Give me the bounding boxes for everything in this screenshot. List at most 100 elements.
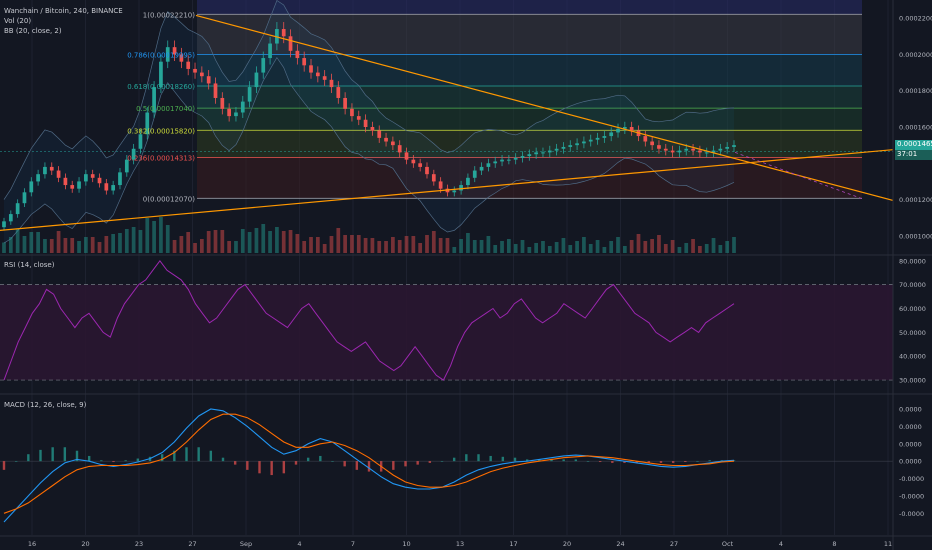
volume-bar [391, 237, 395, 253]
time-axis-label: Sep [240, 540, 252, 548]
bollinger-legend[interactable]: BB (20, close, 2) [4, 27, 62, 35]
macd-histogram-bar [100, 460, 103, 462]
projection-line [734, 152, 863, 200]
volume-bar [636, 234, 641, 253]
volume-bar [582, 237, 586, 253]
candle-body [15, 203, 20, 215]
price-axis-label: 0.00020000 [899, 51, 932, 59]
trendlines[interactable] [0, 14, 894, 232]
volume-bar [145, 218, 150, 253]
volume-bar [575, 241, 579, 253]
candle-body [384, 137, 388, 142]
time-axis-label: 7 [351, 540, 355, 548]
volume-bar [486, 236, 491, 253]
volume-bar [363, 238, 368, 253]
candle-body [663, 148, 668, 151]
macd-histogram-bar [124, 460, 127, 462]
rsi-line [3, 259, 735, 381]
candle-body [315, 72, 320, 77]
time-axis[interactable]: 16 20 23 27 Sep 4 7 10 13 17 20 24 27 Oct 4 8 11 [28, 540, 892, 548]
rsi-legend[interactable]: RSI (14, close) [4, 261, 55, 269]
price-axis-label: 0.00016000 [899, 124, 932, 132]
candle-body [281, 29, 286, 37]
volume-bar [281, 231, 286, 253]
candle-body [452, 190, 457, 193]
macd-histogram-bar [258, 461, 261, 474]
volume-bar [718, 245, 723, 253]
time-axis-label: 27 [670, 540, 678, 548]
symbol-legend[interactable]: Wanchain / Bitcoin, 240, BINANCE Vol (20… [4, 6, 123, 36]
candle-body [206, 76, 211, 84]
rsi-pane[interactable]: 80.0000 70.0000 60.0000 50.0000 40.0000 30.00… [0, 257, 926, 385]
macd-axis-label: 0.0000 [899, 423, 922, 431]
macd-legend[interactable]: MACD (12, 26, close, 9) [4, 401, 87, 409]
candle-body [602, 136, 607, 138]
volume-bar [479, 240, 484, 253]
volume-bar [302, 241, 307, 253]
candle-body [77, 181, 81, 189]
macd-histogram-bar [331, 461, 334, 462]
candle-body [97, 177, 102, 184]
candle-body [138, 134, 143, 149]
fib-zone [197, 108, 862, 131]
fib-zone [197, 0, 862, 15]
candle-body [507, 159, 511, 161]
candle-body [118, 172, 122, 186]
volume-bar [588, 244, 593, 253]
price-axis-label: 0.00018000 [899, 87, 932, 95]
macd-histogram-bar [246, 461, 249, 470]
volume-legend[interactable]: Vol (20) [4, 17, 32, 25]
macd-histogram-bar [319, 455, 322, 462]
candles[interactable] [2, 22, 736, 231]
macd-histogram-bar [2, 461, 6, 470]
price-axis[interactable]: 0.00022000 0.00020000 0.00018000 0.00016000… [899, 15, 932, 241]
volume-bar [691, 239, 695, 253]
candle-body [677, 150, 682, 153]
fib-level-label: 0.382(0.00015820) [127, 127, 195, 135]
candle-body [56, 170, 61, 178]
candle-body [49, 166, 54, 171]
rsi-axis-label: 40.0000 [899, 353, 926, 361]
volume-bar [725, 241, 730, 253]
fib-level-label: 0.618(0.00018260) [127, 83, 195, 91]
volume-bar [165, 225, 170, 253]
symbol-title[interactable]: Wanchain / Bitcoin, 240, BINANCE [4, 7, 123, 15]
volume-bar [513, 244, 518, 253]
price-axis-label: 0.00022000 [899, 15, 932, 23]
volume-bar [15, 229, 20, 253]
macd-histogram-bar [684, 461, 687, 463]
volume-bar [629, 240, 634, 253]
macd-axis-label: 0.0000 [899, 406, 922, 414]
volume-bar [507, 239, 511, 253]
descending-trendline [195, 14, 894, 202]
macd-histogram-bar [647, 461, 651, 463]
macd-histogram-bar [87, 455, 91, 462]
macd-histogram-bar [63, 447, 67, 462]
macd-histogram-bar [611, 461, 614, 463]
volume-bar [138, 230, 143, 253]
macd-histogram-bar [477, 454, 480, 462]
volume-bar [172, 240, 177, 253]
volume-bar [213, 230, 218, 253]
macd-line [3, 408, 735, 523]
macd-histogram-bar [465, 454, 468, 462]
volume-bar [698, 246, 702, 253]
volume-bar [677, 247, 682, 253]
candle-body [520, 156, 525, 158]
candle-body [377, 130, 382, 138]
candle-body [588, 139, 593, 142]
macd-histogram-bar [513, 457, 517, 462]
candle-body [186, 61, 191, 69]
volume-bar [97, 242, 102, 253]
macd-histogram-bar [197, 447, 200, 462]
volume-bar [275, 227, 279, 253]
macd-histogram-bar [233, 461, 237, 465]
volume-bar [684, 243, 689, 253]
candle-body [732, 145, 736, 147]
macd-pane[interactable]: 0.0000 0.0000 0.0000 0.0000 -0.0000 -0.0000 -0… [0, 406, 924, 523]
candle-body [268, 43, 272, 59]
price-axis-label: 0.00012000 [899, 196, 932, 204]
volume-bar [315, 237, 320, 253]
